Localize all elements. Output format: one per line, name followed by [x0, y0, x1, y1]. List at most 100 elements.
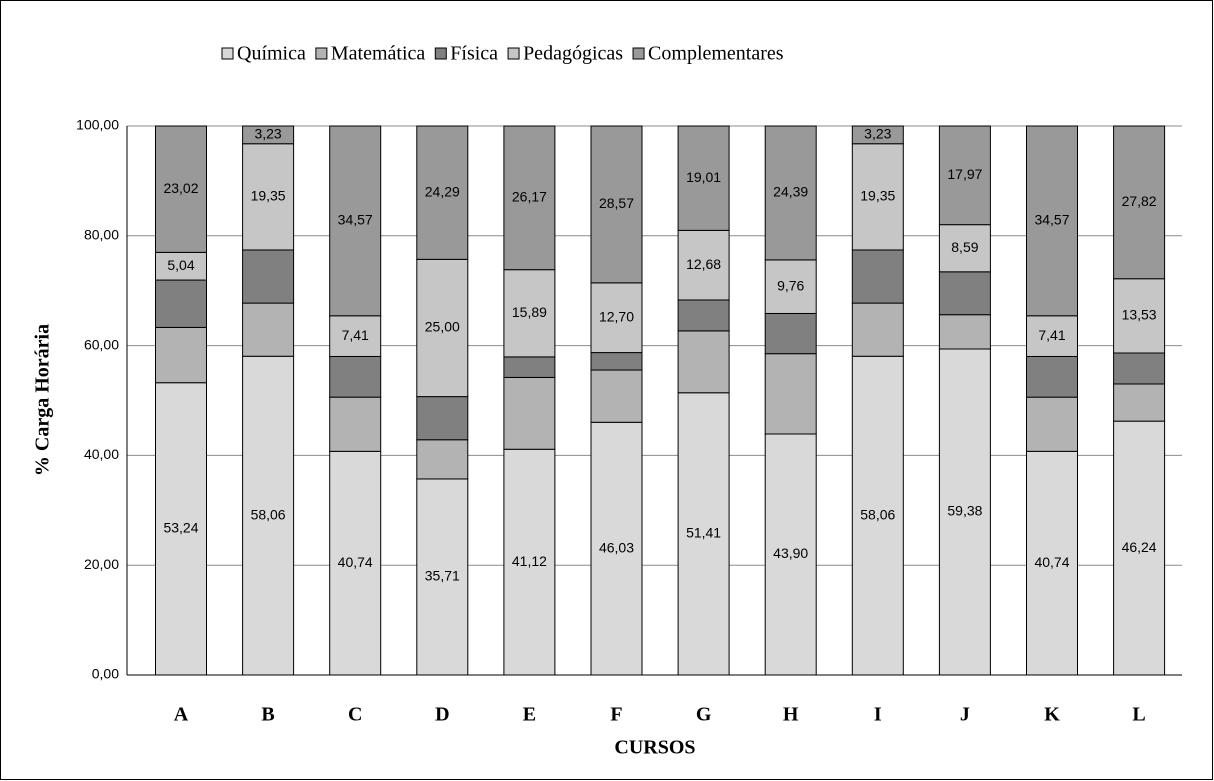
data-label: 28,57	[599, 195, 634, 211]
bar-segment	[416, 125, 469, 260]
legend-label: Física	[450, 43, 498, 65]
bar-segment	[851, 355, 904, 676]
bar-segment	[764, 312, 817, 355]
data-label: 58,06	[251, 506, 286, 522]
bar-segment	[503, 356, 556, 378]
bar-segment	[764, 259, 817, 314]
bar-segment	[503, 125, 556, 271]
bar-segment	[677, 229, 730, 301]
y-tick-label: 80,00	[84, 227, 119, 243]
bar-segment	[938, 125, 991, 226]
data-label: 19,35	[860, 188, 895, 204]
data-label: 23,02	[163, 180, 198, 196]
x-tick-label: I	[874, 704, 882, 726]
data-label: 3,23	[254, 126, 281, 142]
data-label: 25,00	[425, 319, 460, 335]
bar-segment	[155, 279, 207, 328]
bar-segment	[242, 355, 295, 676]
bar-segment	[851, 249, 904, 304]
data-label: 41,12	[512, 553, 547, 569]
data-label: 7,41	[342, 327, 369, 343]
bar-segment	[764, 353, 817, 435]
data-label: 9,76	[777, 277, 804, 293]
bar-segment	[155, 326, 207, 384]
data-label: 13,53	[1122, 307, 1157, 323]
bar-segment	[590, 352, 643, 371]
x-axis-label: CURSOS	[614, 737, 695, 759]
x-tick-label: L	[1132, 704, 1145, 726]
legend-swatch	[434, 47, 447, 60]
bar-segment	[155, 251, 207, 281]
bar-segment	[764, 433, 817, 676]
x-tick-label: G	[696, 704, 712, 726]
data-label: 34,57	[338, 212, 373, 228]
bar-segment	[590, 421, 643, 676]
x-tick-label: D	[435, 704, 449, 726]
bar-segment	[1026, 396, 1078, 452]
bar-segment	[938, 271, 991, 316]
bar-segment	[329, 355, 382, 398]
y-tick-label: 100,00	[76, 117, 119, 133]
x-tick-label: B	[261, 704, 274, 726]
bar-segment	[242, 125, 295, 145]
x-tick-label: A	[174, 704, 189, 726]
bar-segment	[851, 125, 904, 145]
bar-segment	[764, 125, 817, 261]
bar-segment	[155, 125, 207, 253]
bar-segment	[416, 396, 469, 441]
bar-segment	[155, 382, 207, 676]
data-label: 24,39	[773, 184, 808, 200]
data-label: 27,82	[1122, 193, 1157, 209]
x-tick-label: F	[610, 704, 622, 726]
data-label: 19,35	[251, 188, 286, 204]
bar-segment	[590, 369, 643, 423]
data-label: 15,89	[512, 304, 547, 320]
data-label: 17,97	[947, 166, 982, 182]
bar-segment	[416, 439, 469, 480]
bar-segment	[416, 258, 469, 398]
bar-segment	[416, 478, 469, 676]
bar-segment	[1113, 383, 1166, 422]
bar-segment	[938, 224, 991, 273]
x-tick-label: J	[960, 704, 970, 726]
bar-segment	[677, 125, 730, 231]
y-tick-label: 20,00	[84, 556, 119, 572]
bar-segment	[1113, 352, 1166, 385]
bar-segment	[677, 330, 730, 394]
bar-segment	[503, 376, 556, 450]
data-label: 43,90	[773, 545, 808, 561]
data-label: 26,17	[512, 189, 547, 205]
data-label: 5,04	[167, 257, 194, 273]
x-tick-label: H	[783, 704, 799, 726]
data-label: 12,68	[686, 256, 721, 272]
data-label: 7,41	[1038, 327, 1065, 343]
data-label: 51,41	[686, 525, 721, 541]
y-tick-label: 0,00	[92, 666, 119, 682]
data-label: 8,59	[951, 239, 978, 255]
legend-label: Matemática	[331, 43, 426, 65]
bar-segment	[503, 448, 556, 676]
data-label: 35,71	[425, 568, 460, 584]
legend-label: Química	[237, 43, 306, 65]
y-axis-label: % Carga Horária	[32, 324, 54, 476]
x-tick-label: K	[1044, 704, 1060, 726]
bar-segment	[851, 302, 904, 357]
legend-swatch	[315, 47, 328, 60]
data-label: 46,03	[599, 539, 634, 555]
x-tick-label: C	[348, 704, 362, 726]
bar-segment	[242, 302, 295, 357]
legend-swatch	[632, 47, 645, 60]
bar-segment	[242, 249, 295, 304]
legend-label: Complementares	[648, 43, 784, 65]
data-label: 34,57	[1034, 212, 1069, 228]
x-tick-label: E	[523, 704, 536, 726]
bar-segment	[329, 396, 382, 452]
bar-segment	[677, 392, 730, 676]
data-label: 3,23	[864, 126, 891, 142]
bar-segment	[1113, 125, 1166, 280]
data-label: 53,24	[163, 520, 198, 536]
bar-segment	[590, 125, 643, 284]
bar-segment	[938, 348, 991, 676]
y-tick-label: 40,00	[84, 446, 119, 462]
